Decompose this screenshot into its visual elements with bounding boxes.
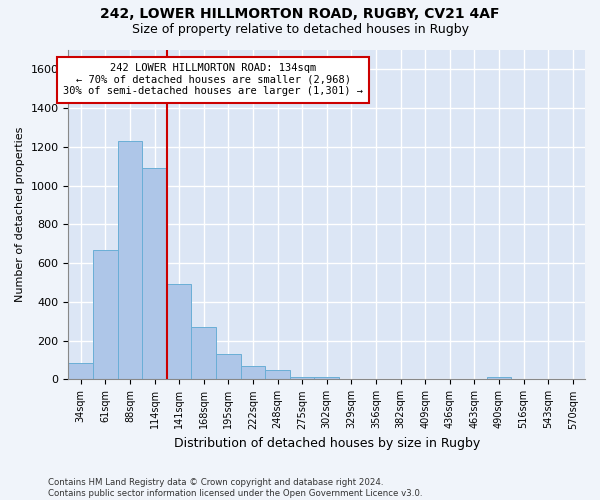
Bar <box>216 354 241 380</box>
Text: 242 LOWER HILLMORTON ROAD: 134sqm
← 70% of detached houses are smaller (2,968)
3: 242 LOWER HILLMORTON ROAD: 134sqm ← 70% … <box>63 63 363 96</box>
Bar <box>191 327 216 380</box>
X-axis label: Distribution of detached houses by size in Rugby: Distribution of detached houses by size … <box>173 437 480 450</box>
Bar <box>265 370 290 380</box>
Bar <box>487 376 511 380</box>
Bar <box>93 250 118 380</box>
Bar <box>167 284 191 380</box>
Text: Size of property relative to detached houses in Rugby: Size of property relative to detached ho… <box>131 22 469 36</box>
Text: Contains HM Land Registry data © Crown copyright and database right 2024.
Contai: Contains HM Land Registry data © Crown c… <box>48 478 422 498</box>
Bar <box>68 363 93 380</box>
Bar <box>290 376 314 380</box>
Bar <box>314 376 339 380</box>
Text: 242, LOWER HILLMORTON ROAD, RUGBY, CV21 4AF: 242, LOWER HILLMORTON ROAD, RUGBY, CV21 … <box>100 8 500 22</box>
Bar <box>241 366 265 380</box>
Bar <box>118 141 142 380</box>
Bar <box>142 168 167 380</box>
Y-axis label: Number of detached properties: Number of detached properties <box>15 127 25 302</box>
